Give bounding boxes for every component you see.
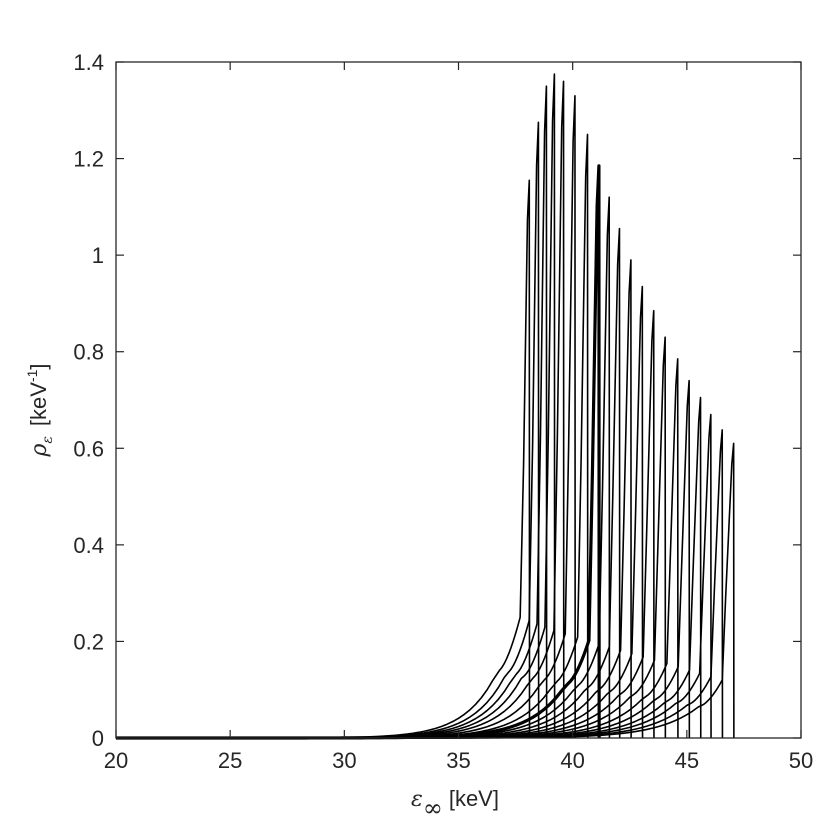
y-tick-label: 0.4: [73, 533, 104, 558]
series-line: [116, 95, 576, 739]
x-axis-subscript: ∞: [423, 794, 443, 822]
x-tick-label: 20: [104, 748, 128, 773]
y-tick-label: 0.8: [73, 340, 104, 365]
y-axis-symbol: ρ: [27, 444, 52, 458]
series-line: [116, 309, 655, 739]
series-line: [116, 227, 621, 739]
y-tick-label: 0.2: [73, 629, 104, 654]
axis-ticks: 20 25 30 35 40 45 50 0 0.2 0.4 0.6 0.8 1 1.2 1.4: [73, 50, 813, 773]
y-tick-label: 1.4: [73, 50, 104, 75]
y-tick-label: 1.2: [73, 147, 104, 172]
svg-text:ρε[keV-1]: ρε [keV-1]: [24, 363, 56, 457]
series-line: [116, 336, 667, 739]
series-line: [116, 121, 540, 739]
series-line: [116, 85, 548, 739]
y-axis-subscript: ε: [40, 436, 56, 444]
y-axis-unit: [keV: [26, 382, 51, 426]
y-tick-label: 0: [92, 726, 104, 751]
series-line: [116, 80, 565, 739]
y-tick-label: 1: [92, 243, 104, 268]
x-tick-label: 35: [446, 748, 470, 773]
x-tick-label: 45: [675, 748, 699, 773]
x-axis-label: ε∞ [keV]: [411, 786, 499, 822]
x-tick-label: 40: [560, 748, 584, 773]
series-line: [116, 73, 556, 739]
y-axis-unit-end: ]: [26, 363, 51, 369]
plot-frame: [115, 61, 802, 739]
series-line: [116, 442, 735, 739]
y-axis-label: ρε [keV-1]: [24, 363, 56, 457]
svg-text:ε∞[keV]: ε∞ [keV]: [411, 786, 499, 822]
x-axis-symbol: ε: [411, 787, 423, 812]
x-tick-label: 25: [218, 748, 242, 773]
x-tick-label: 50: [789, 748, 813, 773]
series-line: [116, 179, 531, 739]
y-tick-label: 0.6: [73, 436, 104, 461]
x-tick-label: 30: [332, 748, 356, 773]
y-axis-unit-sup: -1: [24, 369, 40, 382]
series-line: [116, 133, 589, 739]
x-axis-unit: [keV]: [449, 786, 499, 811]
series-lines: [116, 73, 735, 740]
